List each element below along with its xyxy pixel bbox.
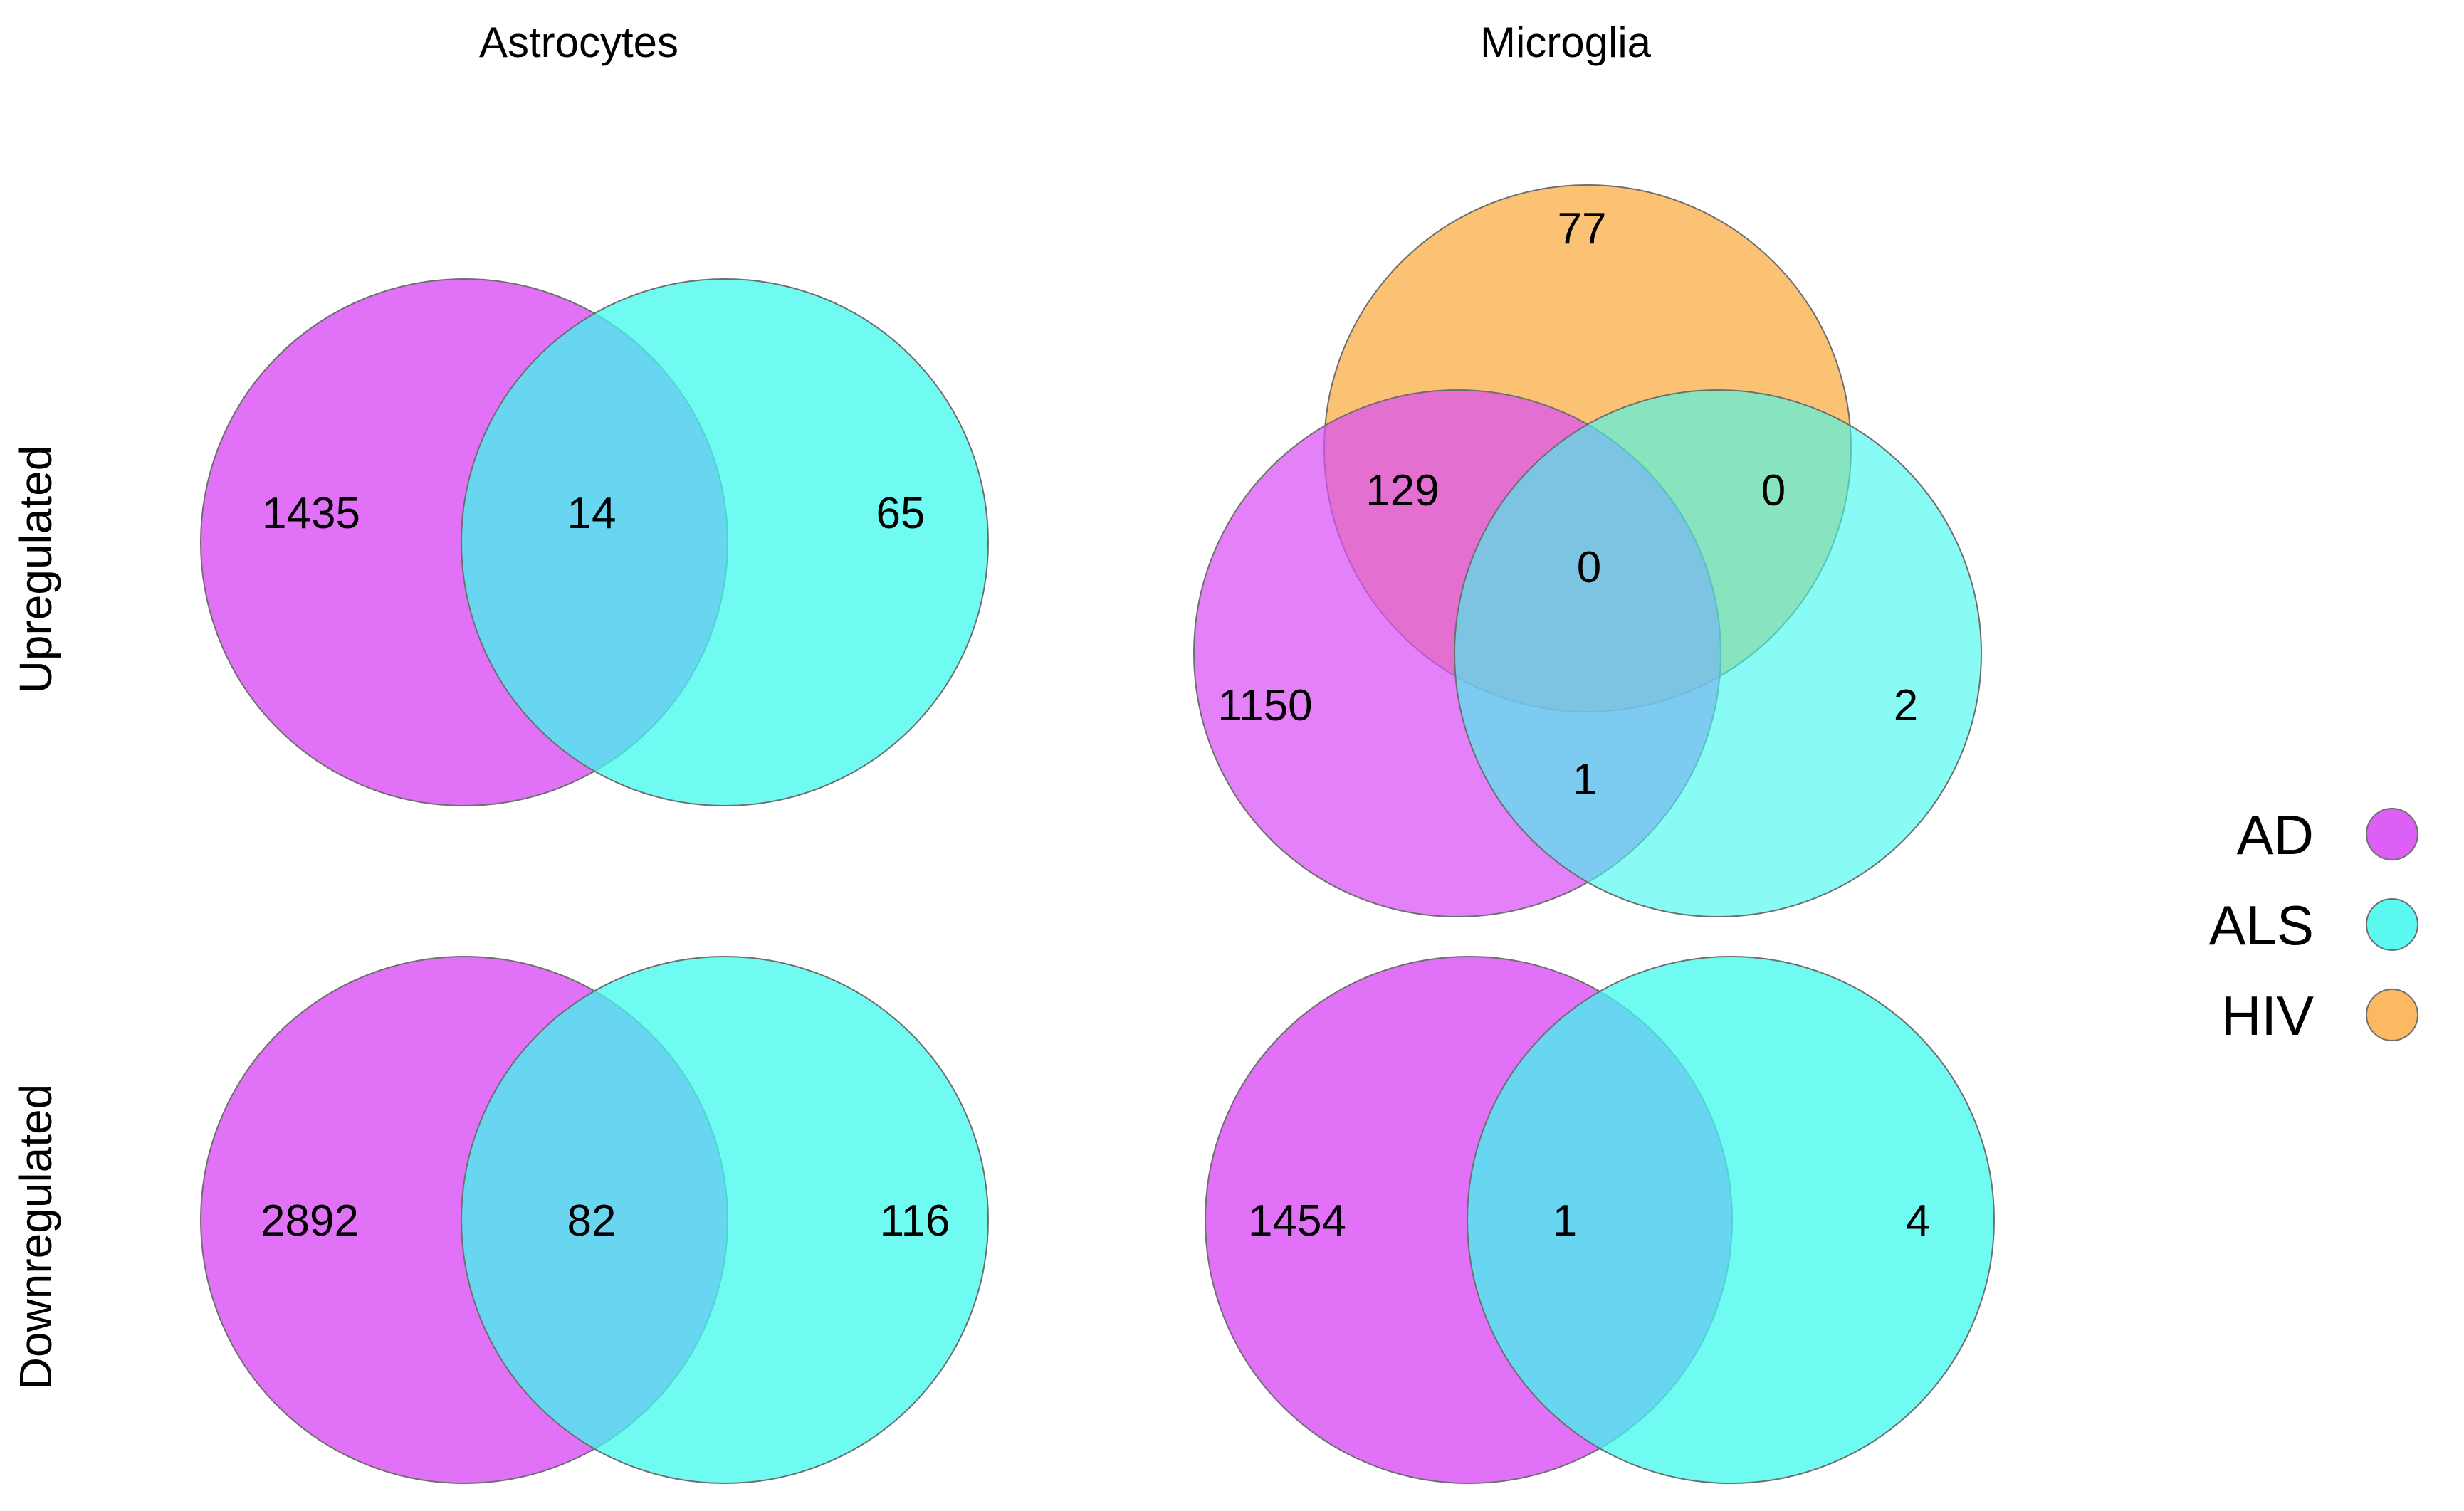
legend-item-ad: AD (2237, 804, 2418, 866)
als-circle (461, 278, 989, 806)
legend-label-hiv: HIV (2221, 984, 2314, 1047)
legend-swatch-hiv (2366, 989, 2418, 1041)
count-als-only: 2 (1894, 681, 1918, 730)
venn-microglia-downregulated: 1454 1 4 (1205, 956, 1995, 1484)
count-ad-als-hiv: 0 (1577, 543, 1601, 592)
count-hiv-only: 77 (1558, 204, 1607, 253)
count-als-only: 116 (880, 1196, 950, 1246)
als-circle (1454, 389, 1982, 917)
count-als-only: 65 (876, 489, 926, 538)
legend-swatch-als (2366, 898, 2418, 951)
count-ad-als: 82 (567, 1196, 617, 1246)
count-als-only: 4 (1906, 1196, 1930, 1246)
row-title-upregulated: Upregulated (10, 446, 61, 694)
count-ad-hiv: 129 (1365, 466, 1439, 515)
als-circle (461, 956, 989, 1484)
row-title-downregulated: Downregulated (10, 1084, 61, 1391)
count-ad-als: 14 (567, 489, 617, 538)
als-circle (1467, 956, 1995, 1484)
count-ad-only: 1454 (1248, 1196, 1346, 1246)
legend-item-als: ALS (2209, 894, 2418, 957)
venn-astrocytes-upregulated: 1435 14 65 (200, 278, 989, 806)
venn-microglia-upregulated: 77 129 0 0 1150 2 1 (1193, 184, 1982, 917)
legend-swatch-ad (2366, 808, 2418, 860)
legend: AD ALS HIV (2209, 804, 2418, 1047)
count-ad-only: 1150 (1217, 681, 1312, 730)
count-als-hiv: 0 (1761, 466, 1786, 515)
legend-item-hiv: HIV (2221, 984, 2418, 1047)
count-ad-only: 1435 (262, 489, 360, 538)
legend-label-ad: AD (2237, 804, 2314, 866)
legend-label-als: ALS (2209, 894, 2314, 957)
venn-astrocytes-downregulated: 2892 82 116 (200, 956, 989, 1484)
count-ad-als: 1 (1553, 1196, 1577, 1246)
column-title-astrocytes: Astrocytes (479, 19, 678, 66)
column-title-microglia: Microglia (1480, 19, 1652, 66)
count-ad-als: 1 (1573, 755, 1597, 804)
count-ad-only: 2892 (261, 1196, 359, 1246)
